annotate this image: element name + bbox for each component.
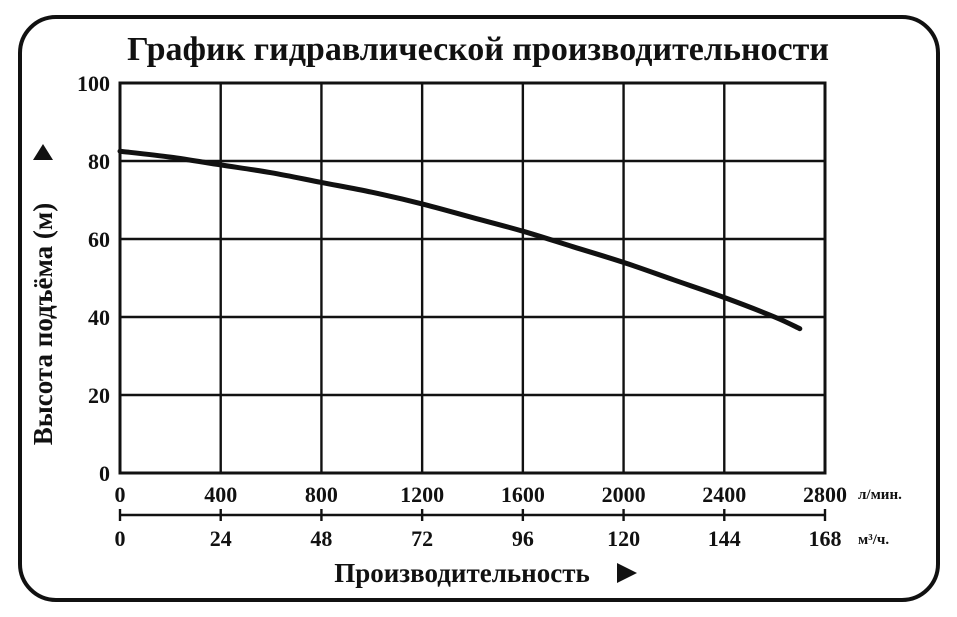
x-secondary-tick-label: 72: [411, 526, 433, 551]
y-tick-labels: 0 20 40 60 80 100: [77, 71, 110, 486]
chart-title: График гидравлической производительности: [127, 31, 829, 68]
x-primary-tick-label: 2000: [602, 482, 646, 507]
series-curve: [117, 148, 803, 332]
grid: [120, 83, 825, 473]
y-tick-label: 40: [88, 305, 110, 330]
x-primary-tick-label: 1600: [501, 482, 545, 507]
x-secondary-tick-label: 168: [809, 526, 842, 551]
x-axis-label: Производительность: [334, 558, 590, 588]
y-axis-arrow-icon: [33, 144, 53, 160]
y-tick-label: 0: [99, 461, 110, 486]
y-tick-label: 60: [88, 227, 110, 252]
x-axis-arrow-icon: [617, 563, 637, 583]
secondary-x-axis: 0 24 48 72 96 120 144 168: [115, 509, 842, 551]
x-secondary-tick-label: 144: [708, 526, 741, 551]
x-secondary-tick-label: 96: [512, 526, 534, 551]
x-primary-tick-label: 800: [305, 482, 338, 507]
x-secondary-tick-label: 120: [607, 526, 640, 551]
x-secondary-tick-label: 48: [310, 526, 332, 551]
y-axis-label: Высота подъёма (м): [28, 203, 58, 446]
y-tick-label: 80: [88, 149, 110, 174]
x-secondary-tick-label: 24: [210, 526, 232, 551]
x-tick-labels: 0 400 800 1200 1600 2000 2400 2800: [115, 482, 848, 507]
x-primary-tick-label: 400: [204, 482, 237, 507]
secondary-x-ticks: 0 24 48 72 96 120 144 168: [115, 509, 842, 551]
x-primary-unit: л/мин.: [858, 487, 902, 503]
plot-area-border: [118, 81, 827, 475]
y-tick-label: 20: [88, 383, 110, 408]
chart-frame: [18, 15, 940, 602]
x-primary-tick-label: 2400: [702, 482, 746, 507]
x-primary-tick-label: 1200: [400, 482, 444, 507]
x-primary-tick-label: 0: [115, 482, 126, 507]
x-primary-tick-label: 2800: [803, 482, 847, 507]
x-secondary-tick-label: 0: [115, 526, 126, 551]
y-axis-label-group: Высота подъёма (м): [28, 144, 58, 445]
y-tick-label: 100: [77, 71, 110, 96]
x-secondary-unit: м³/ч.: [858, 532, 889, 548]
